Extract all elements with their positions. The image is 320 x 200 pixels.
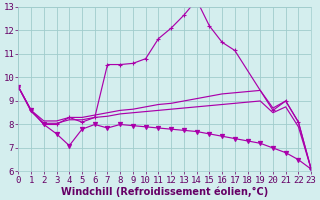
X-axis label: Windchill (Refroidissement éolien,°C): Windchill (Refroidissement éolien,°C) (61, 186, 268, 197)
